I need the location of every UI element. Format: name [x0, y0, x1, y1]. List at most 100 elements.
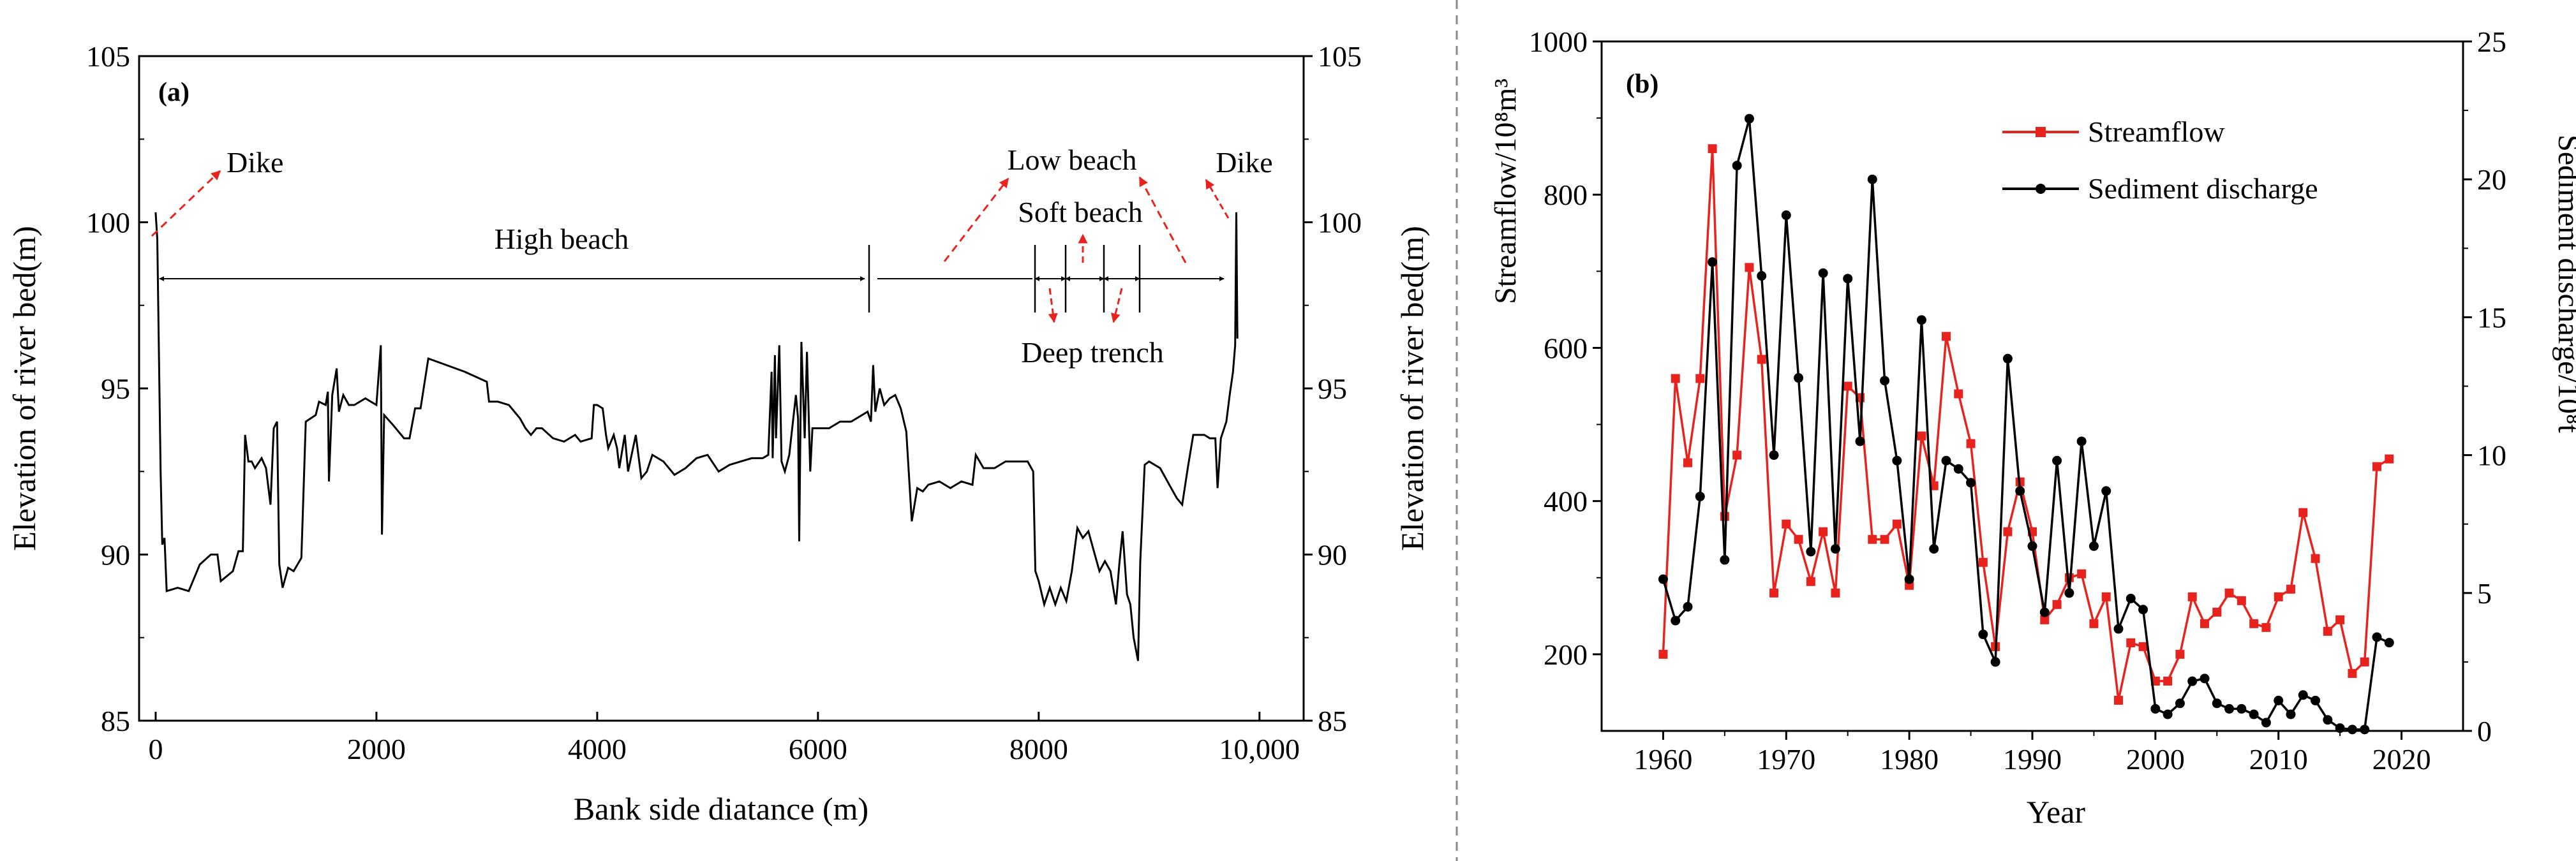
- streamflow-point: [2212, 607, 2222, 617]
- sediment-point: [1941, 455, 1951, 466]
- streamflow-point: [2286, 584, 2295, 594]
- streamflow-point: [2360, 657, 2369, 666]
- b-y-tick-label-right: 25: [2477, 26, 2506, 58]
- sediment-point: [2274, 695, 2284, 705]
- zone-dimension-lines: [159, 245, 1225, 313]
- annotations: Dike High beach Low beach Soft beach Dee…: [151, 144, 1273, 369]
- sediment-point: [2249, 709, 2259, 719]
- panel-a-x-axis: 0 2000 4000 6000 8000 10,000: [148, 712, 1300, 765]
- streamflow-point: [1732, 450, 1742, 460]
- streamflow-point: [2040, 615, 2050, 624]
- a-y-tick-label-right: 100: [1318, 207, 1362, 239]
- streamflow-line: [1662, 149, 2390, 701]
- panel-a-y-label-left: Elevation of river bed(m): [6, 226, 42, 551]
- streamflow-point: [2089, 619, 2099, 628]
- sediment-point: [1892, 455, 1902, 466]
- panel-b-y-label-left: Streamflow/10⁸m³: [1489, 78, 1523, 304]
- legend: Streamflow Sediment discharge: [2002, 115, 2318, 205]
- streamflow-point: [1757, 355, 1766, 364]
- sediment-point: [2261, 718, 2271, 728]
- sediment-point: [2187, 676, 2198, 686]
- b-y-tick-label-right: 20: [2477, 163, 2506, 196]
- streamflow-point: [2298, 508, 2308, 517]
- streamflow-point: [2237, 596, 2246, 605]
- panel-a-y-axis-left: 85 90 95 100 105: [86, 40, 148, 737]
- sediment-point: [2335, 723, 2345, 733]
- sediment-point: [1867, 174, 1877, 184]
- b-y-tick-label-left: 600: [1544, 332, 1588, 364]
- sediment-point: [1732, 161, 1742, 171]
- sediment-line: [1662, 118, 2390, 731]
- sediment-point: [2200, 673, 2210, 684]
- sediment-point: [2360, 725, 2370, 735]
- streamflow-point: [2372, 462, 2381, 471]
- sediment-point: [1794, 373, 1804, 383]
- streamflow-point: [2224, 588, 2234, 598]
- sediment-point: [1658, 574, 1668, 584]
- streamflow-point: [2323, 626, 2332, 636]
- sediment-point: [1916, 315, 1926, 325]
- a-x-tick-label: 10,000: [1219, 733, 1300, 765]
- b-y-tick-label-left: 1000: [1529, 26, 1588, 58]
- sediment-point: [2126, 593, 2136, 603]
- panel-a-x-label: Bank side diatance (m): [574, 791, 868, 827]
- streamflow-point: [2114, 695, 2123, 705]
- sediment-point: [2347, 725, 2357, 735]
- streamflow-point: [1794, 534, 1803, 544]
- streamflow-point: [1843, 381, 1852, 391]
- dike-right-label: Dike: [1216, 146, 1272, 179]
- b-x-tick-label: 1980: [1880, 743, 1939, 776]
- sediment-point: [1769, 450, 1779, 460]
- streamflow-series: [1658, 144, 2394, 705]
- b-x-tick-label: 1990: [2003, 743, 2062, 776]
- streamflow-point: [2077, 569, 2087, 578]
- b-y-tick-label-right: 10: [2477, 439, 2506, 472]
- b-x-tick-label: 2000: [2126, 743, 2185, 776]
- sediment-point: [2052, 455, 2062, 466]
- streamflow-point: [2274, 592, 2283, 601]
- streamflow-point: [2003, 527, 2013, 536]
- panel-b-x-label: Year: [2027, 794, 2085, 830]
- b-x-tick-label: 1970: [1757, 743, 1815, 776]
- streamflow-point: [1782, 519, 1791, 529]
- streamflow-point: [1695, 374, 1705, 383]
- legend-sediment-label: Sediment discharge: [2088, 172, 2318, 205]
- sediment-point: [2076, 436, 2087, 446]
- a-y-tick-label-left: 105: [86, 40, 130, 73]
- sediment-point: [1695, 491, 1705, 501]
- streamflow-point: [2187, 592, 2197, 601]
- panel-b-x-axis: 1960 1970 1980 1990 2000 2010 2020: [1634, 731, 2431, 776]
- streamflow-point: [2311, 554, 2320, 563]
- streamflow-point: [1683, 458, 1692, 467]
- sediment-point: [1966, 478, 1976, 488]
- sediment-point: [1757, 271, 1767, 281]
- streamflow-point: [2385, 454, 2394, 464]
- sediment-point: [2212, 698, 2222, 709]
- sediment-point: [2372, 632, 2382, 642]
- streamflow-point: [1769, 588, 1778, 598]
- sediment-point: [2088, 541, 2099, 551]
- dike-left-label: Dike: [227, 146, 283, 179]
- panel-a-y-label-right: Elevation of river bed(m): [1394, 226, 1430, 551]
- sediment-point: [2286, 709, 2296, 719]
- panel-a: 0 2000 4000 6000 8000 10,000 85 90 95 100 105 85 9…: [6, 40, 1430, 827]
- a-y-tick-label-left: 85: [101, 705, 130, 737]
- streamflow-point: [1720, 511, 1729, 521]
- panel-b-label: (b): [1626, 70, 1658, 99]
- streamflow-point: [1658, 649, 1668, 659]
- b-y-tick-label-right: 5: [2477, 577, 2492, 610]
- sediment-point: [2138, 605, 2148, 615]
- deep-trench-arrow-right: [1110, 288, 1123, 323]
- a-y-tick-label-left: 90: [101, 539, 130, 571]
- streamflow-point: [1942, 332, 1951, 341]
- sediment-point: [2039, 607, 2050, 617]
- b-y-tick-label-right: 0: [2477, 715, 2492, 747]
- streamflow-point: [1978, 557, 1988, 567]
- legend-sediment-marker: [2036, 184, 2046, 194]
- streamflow-point: [2261, 622, 2271, 632]
- streamflow-point: [1880, 534, 1889, 544]
- streamflow-point: [1966, 439, 1976, 448]
- a-y-tick-label-right: 95: [1318, 372, 1347, 405]
- panel-b: 1960 1970 1980 1990 2000 2010 2020 20040060080…: [1489, 26, 2576, 830]
